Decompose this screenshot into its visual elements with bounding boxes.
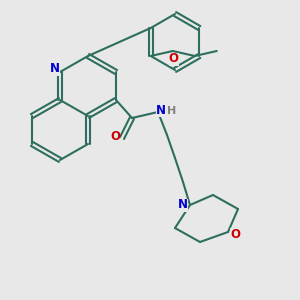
Text: O: O (230, 227, 240, 241)
Text: O: O (110, 130, 120, 143)
Text: N: N (178, 199, 188, 212)
Text: N: N (156, 103, 166, 116)
Text: O: O (169, 52, 179, 65)
Text: H: H (167, 106, 177, 116)
Text: N: N (50, 62, 60, 76)
